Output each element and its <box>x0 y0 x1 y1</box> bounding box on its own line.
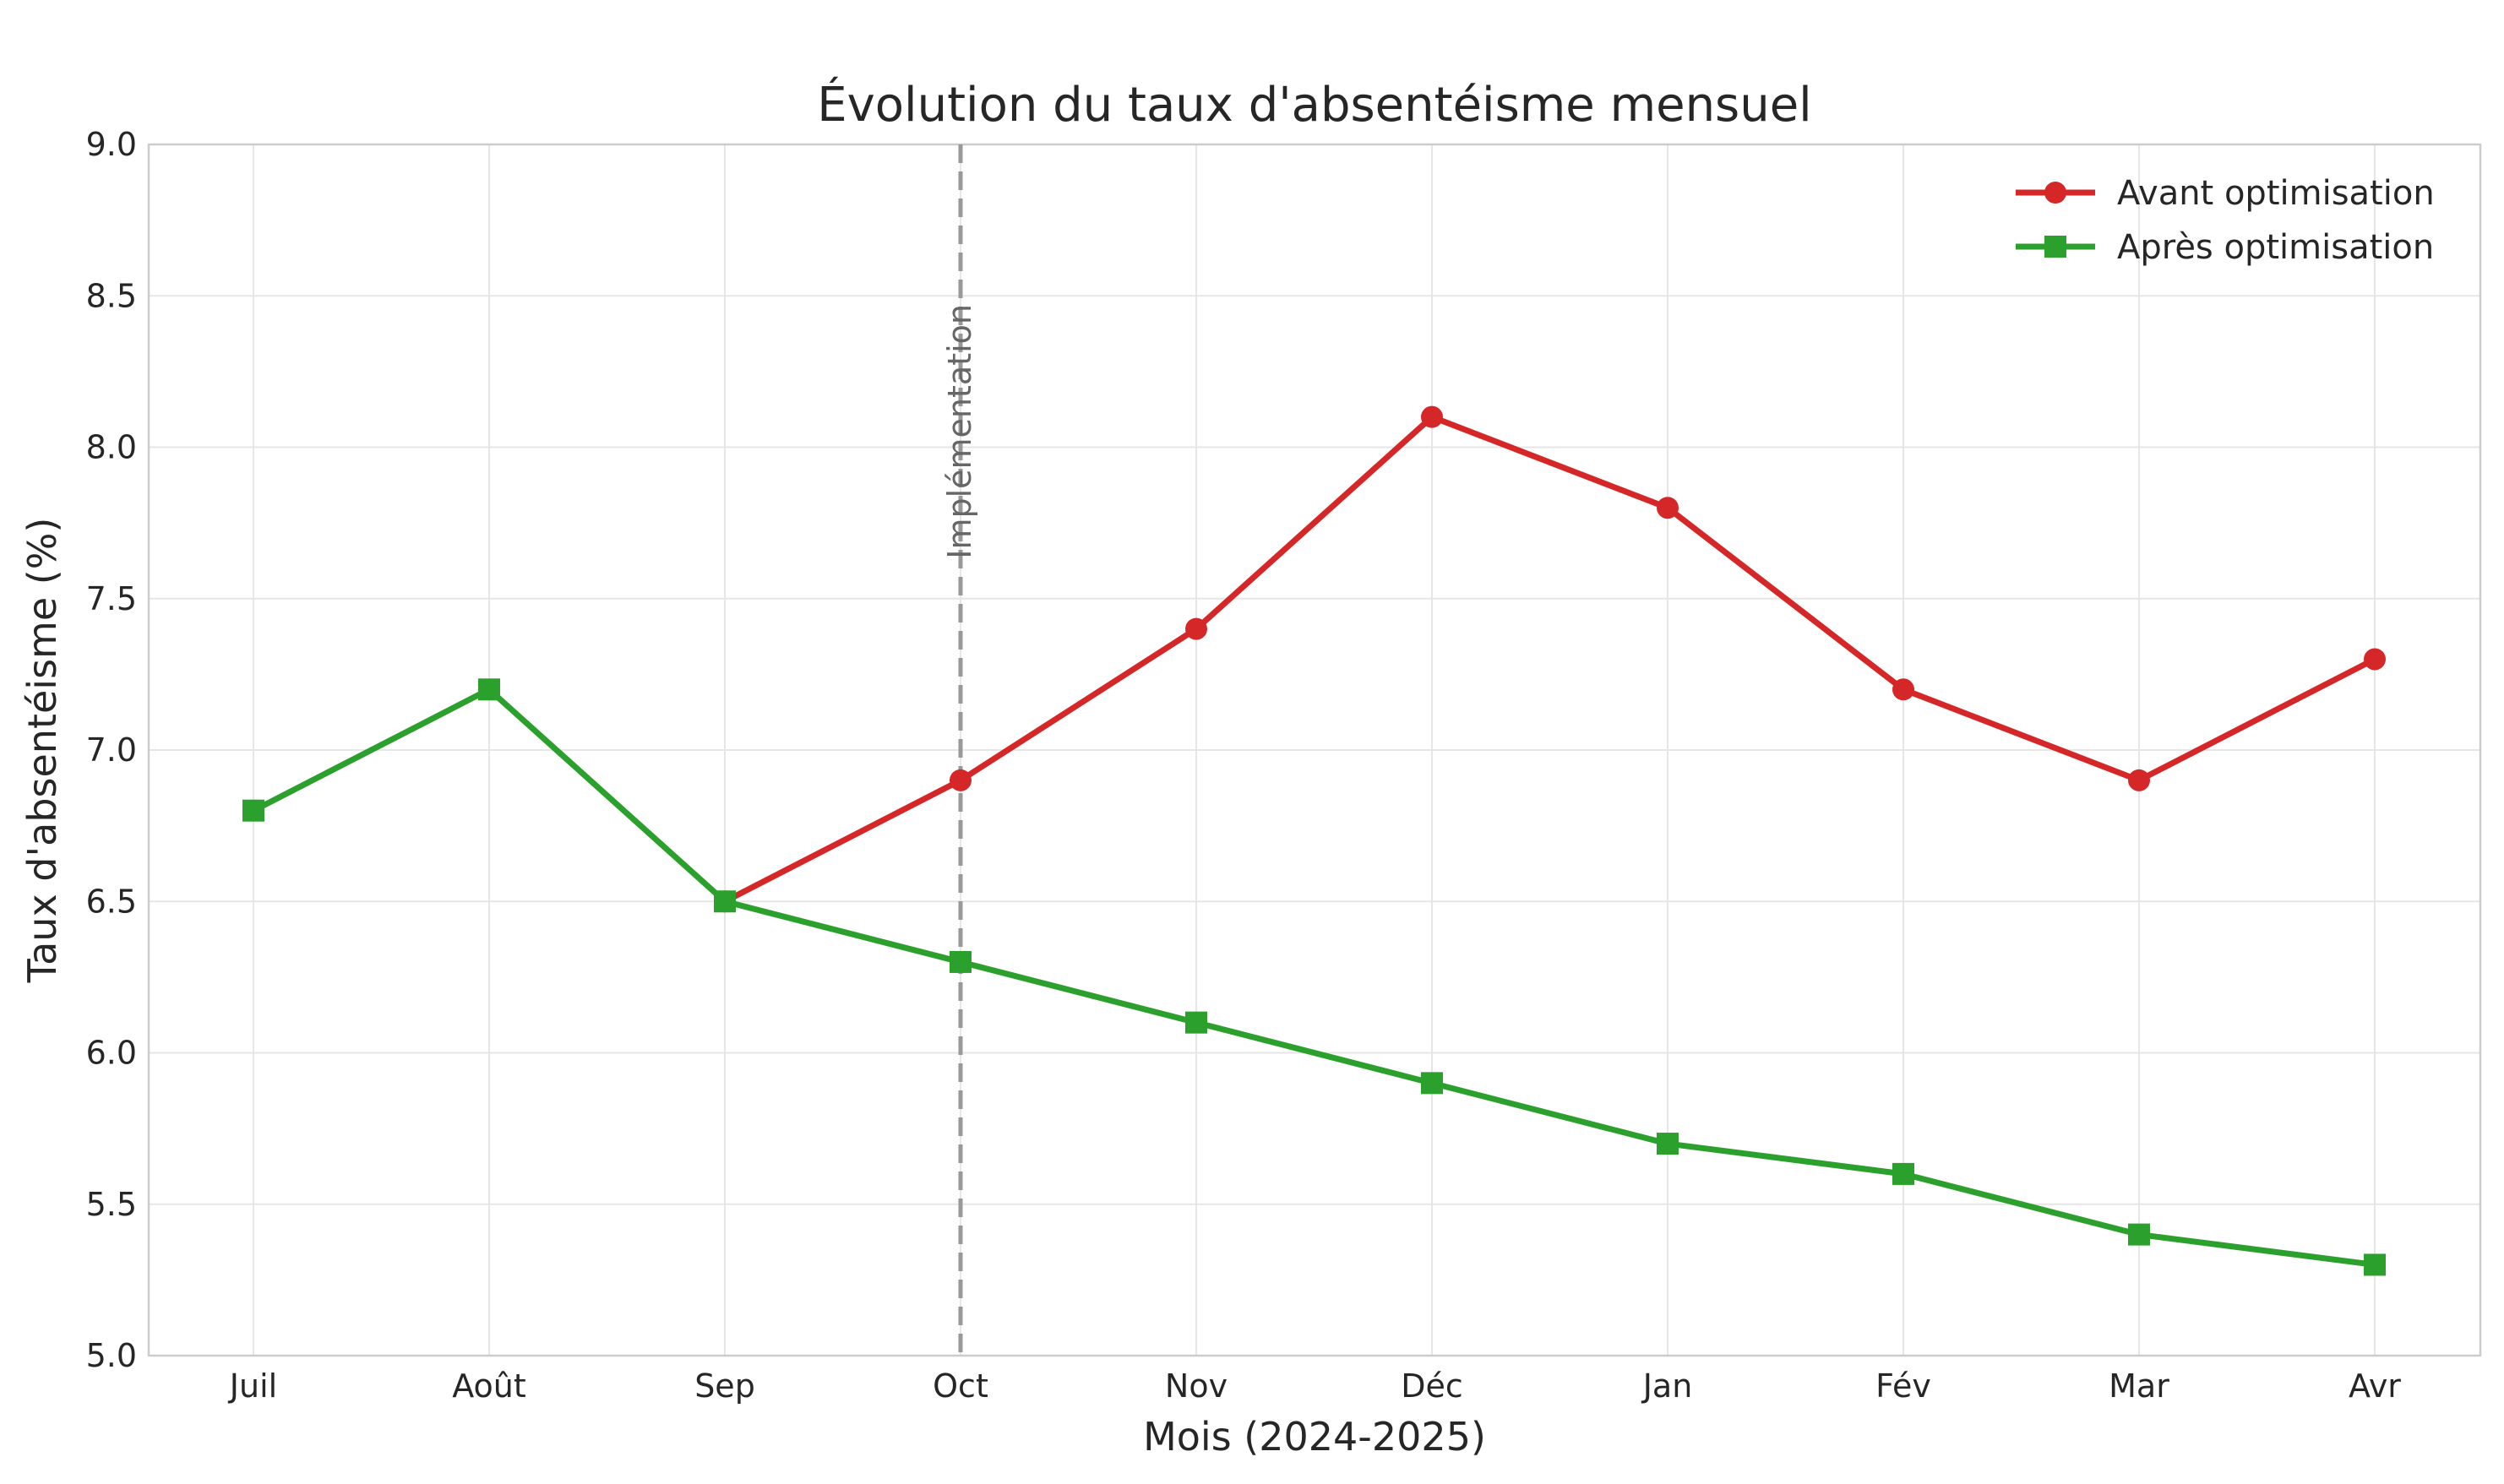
y-tick-label: 6.0 <box>86 1035 137 1072</box>
data-point <box>2128 769 2150 791</box>
x-tick-label: Oct <box>933 1367 988 1405</box>
legend-marker-avant <box>2044 182 2066 204</box>
chart-title: Évolution du taux d'absentéisme mensuel <box>817 78 1812 133</box>
x-tick-label: Jan <box>1641 1367 1693 1405</box>
data-point <box>478 678 500 701</box>
y-tick-label: 5.0 <box>86 1337 137 1374</box>
x-axis-label: Mois (2024-2025) <box>1143 1414 1486 1460</box>
data-point <box>1421 1072 1443 1095</box>
x-axis-ticks: Juil Août Sep Oct Nov Déc Jan Fév Mar Avr <box>228 1367 2402 1405</box>
implementation-label: Implémentation <box>941 304 978 559</box>
y-tick-label: 6.5 <box>86 883 137 920</box>
x-tick-label: Mar <box>2109 1367 2169 1405</box>
data-point <box>1185 617 1207 640</box>
y-axis-ticks: 5.0 5.5 6.0 6.5 7.0 7.5 8.0 8.5 9.0 <box>86 126 137 1374</box>
data-point <box>2128 1223 2150 1246</box>
data-point <box>950 769 972 791</box>
series-line <box>721 414 2378 905</box>
x-tick-label: Juil <box>228 1367 277 1405</box>
x-tick-label: Sep <box>694 1367 755 1405</box>
data-point <box>950 950 972 973</box>
x-tick-label: Fév <box>1875 1367 1931 1405</box>
data-point <box>1421 405 1443 428</box>
data-point <box>1892 1162 1914 1185</box>
data-point <box>242 799 264 822</box>
legend-item-apres: Après optimisation <box>2016 228 2434 267</box>
data-point <box>1657 1133 1679 1155</box>
data-point <box>714 890 736 913</box>
x-tick-label: Nov <box>1165 1367 1228 1405</box>
legend-label-apres: Après optimisation <box>2117 228 2434 267</box>
legend-label-avant: Avant optimisation <box>2117 174 2435 213</box>
series-apres <box>242 678 2386 1276</box>
y-tick-label: 8.0 <box>86 429 137 466</box>
y-tick-label: 7.0 <box>86 731 137 769</box>
y-tick-label: 5.5 <box>86 1186 137 1223</box>
legend-marker-apres <box>2044 236 2066 258</box>
axes-frame <box>147 143 2482 1357</box>
annotations: Implémentation <box>941 144 978 1356</box>
legend: Avant optimisation Après optimisation <box>2016 174 2435 267</box>
data-point <box>2364 648 2386 671</box>
data-point <box>1657 497 1679 519</box>
y-tick-label: 7.5 <box>86 580 137 617</box>
x-tick-label: Déc <box>1401 1367 1463 1405</box>
legend-item-avant: Avant optimisation <box>2016 174 2435 213</box>
x-tick-label: Août <box>452 1367 526 1405</box>
series <box>242 405 2386 1276</box>
y-tick-label: 9.0 <box>86 126 137 163</box>
series-line <box>250 686 2378 1268</box>
data-point <box>2364 1253 2386 1276</box>
x-tick-label: Avr <box>2349 1367 2401 1405</box>
y-tick-label: 8.5 <box>86 277 137 314</box>
data-point <box>1185 1011 1207 1034</box>
data-point <box>1892 678 1914 701</box>
y-axis-label: Taux d'absentéisme (%) <box>19 518 65 984</box>
